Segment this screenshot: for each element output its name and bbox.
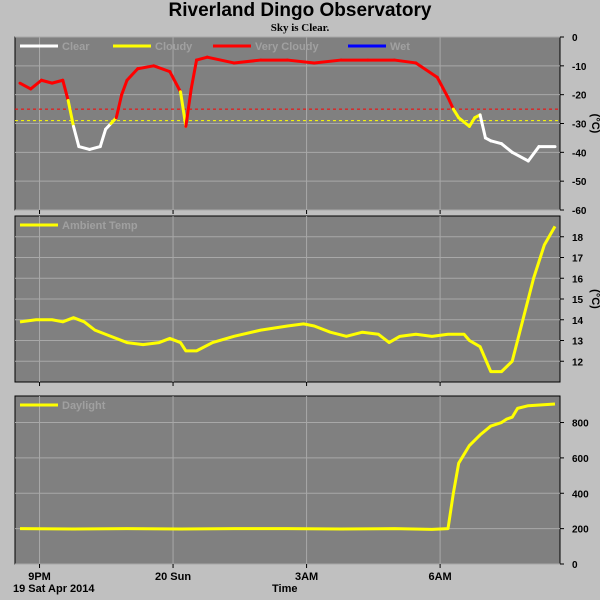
sky-segment: [467, 116, 477, 128]
sky-segment: [478, 113, 487, 140]
sky-segment: [114, 93, 124, 120]
ytick-label: 200: [572, 525, 589, 536]
ytick-label: -20: [572, 91, 587, 102]
sky-segment: [184, 87, 193, 128]
sky-segment: [312, 58, 343, 65]
sky-segment: [136, 64, 156, 71]
date-label: 19 Sat Apr 2014: [13, 583, 95, 595]
sky-segment: [98, 127, 108, 149]
ytick-label: -30: [572, 120, 587, 131]
sky-segment: [29, 78, 43, 91]
y-axis-label: (°C): [589, 289, 600, 309]
chart-title: Riverland Dingo Observatory: [168, 0, 432, 21]
xtick-label: 6AM: [428, 571, 451, 583]
time-axis-label: Time: [272, 583, 298, 595]
sky-segment: [120, 78, 129, 97]
ytick-label: -50: [572, 177, 587, 188]
sky-segment: [457, 116, 471, 128]
sky-status: Sky is Clear.: [270, 22, 330, 34]
sky-segment: [510, 150, 530, 163]
legend-label: Daylight: [62, 400, 106, 412]
sky-segment: [61, 78, 70, 102]
ytick-label: -40: [572, 148, 587, 159]
sky-segment: [77, 145, 92, 151]
ytick-label: 600: [572, 454, 589, 465]
ytick-label: 12: [572, 357, 584, 368]
sky-segment: [50, 78, 65, 85]
ytick-label: 14: [572, 316, 584, 327]
sky-segment: [451, 107, 461, 120]
sky-segment: [72, 124, 81, 149]
series-line-daylight: [19, 402, 556, 531]
sky-segment: [500, 142, 514, 154]
panel-daylight: 0 200 400 600 800 Daylight: [14, 395, 589, 571]
ytick-label: -60: [572, 206, 587, 217]
sky-segment: [414, 61, 439, 79]
ytick-label: 16: [572, 274, 584, 285]
sky-segment: [195, 55, 209, 62]
legend-label: Ambient Temp: [62, 220, 138, 232]
sky-segment: [66, 98, 75, 128]
xtick-label: 9PM: [28, 571, 51, 583]
sky-segment: [18, 81, 33, 91]
sky-segment: [168, 70, 182, 94]
sky-segment: [526, 145, 541, 163]
sky-segment: [435, 75, 450, 100]
plot-area-daylight: [14, 395, 561, 565]
sky-segment: [489, 139, 503, 146]
sky-segment: [179, 90, 188, 128]
sky-segment: [232, 58, 263, 65]
sky-segment: [393, 58, 418, 65]
ytick-label: 18: [572, 233, 584, 244]
sky-segment: [446, 96, 455, 111]
sky-segment: [205, 55, 236, 65]
ytick-label: 17: [572, 254, 584, 265]
panel-sky: 0 -10 -20 -30 -40 -50 -60 (°C) Clear Cloudy Very C…: [14, 33, 600, 217]
ytick-label: -10: [572, 62, 587, 73]
ytick-label: 400: [572, 489, 589, 500]
ytick-label: 0: [572, 33, 578, 44]
legend-label: Cloudy: [155, 41, 193, 53]
sky-segment: [286, 58, 316, 65]
ytick-label: 0: [572, 560, 578, 571]
sky-segment: [189, 58, 199, 91]
ytick-label: 13: [572, 337, 584, 348]
sky-segment: [125, 67, 140, 82]
ytick-label: 15: [572, 295, 584, 306]
panel-ambient: 12 13 14 15 16 17 18 (°C) Ambient Temp: [14, 215, 600, 386]
legend-label: Clear: [62, 41, 90, 53]
sky-segment: [88, 145, 102, 151]
legend-label: Wet: [390, 41, 410, 53]
legend-label: Very Cloudy: [255, 41, 319, 53]
xtick-label: 20 Sun: [155, 571, 191, 583]
xtick-label: 3AM: [295, 571, 318, 583]
ytick-label: 800: [572, 419, 589, 430]
sky-segment: [39, 78, 54, 85]
sky-segment: [152, 64, 172, 74]
y-axis-label: (°C): [589, 114, 600, 134]
series-line-ambient: [19, 225, 557, 374]
